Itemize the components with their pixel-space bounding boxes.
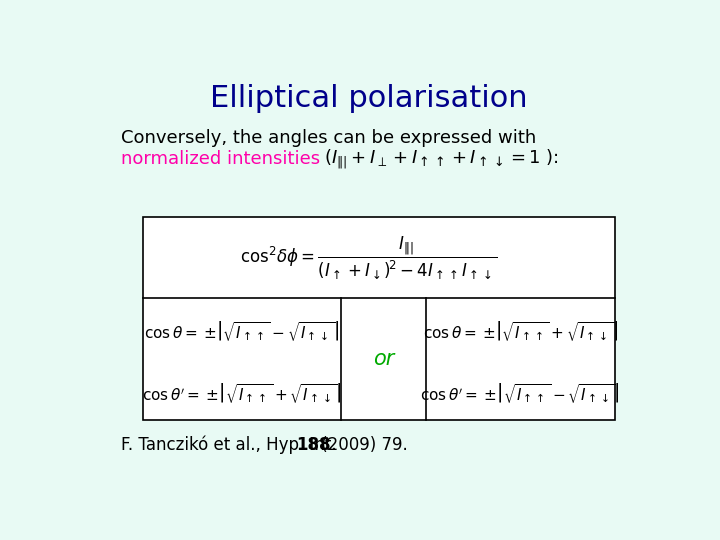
Text: Conversely, the angles can be expressed with: Conversely, the angles can be expressed … [121, 129, 536, 147]
Text: $\cos\theta = \pm\!\left|\sqrt{I_{\uparrow\uparrow}} - \sqrt{I_{\uparrow\downarr: $\cos\theta = \pm\!\left|\sqrt{I_{\uparr… [145, 319, 340, 343]
Text: F. Tanczikó et al., Hyp. Int.: F. Tanczikó et al., Hyp. Int. [121, 435, 341, 454]
Text: $(I_{\||}+I_{\perp}+I_{\uparrow\uparrow}+I_{\uparrow\downarrow} = 1$ ):: $(I_{\||}+I_{\perp}+I_{\uparrow\uparrow}… [324, 148, 559, 171]
Text: Elliptical polarisation: Elliptical polarisation [210, 84, 528, 112]
Text: (2009) 79.: (2009) 79. [315, 436, 408, 454]
Text: $\cos\theta' = \pm\!\left|\sqrt{I_{\uparrow\uparrow}} - \sqrt{I_{\uparrow\downar: $\cos\theta' = \pm\!\left|\sqrt{I_{\upar… [420, 381, 620, 406]
Text: $\cos^2\!\delta\phi = \dfrac{I_{\||}}{\left(I_{\uparrow}+I_{\downarrow}\right)^{: $\cos^2\!\delta\phi = \dfrac{I_{\||}}{\l… [240, 234, 498, 280]
Text: or: or [373, 349, 394, 369]
Bar [143, 217, 615, 420]
Text: 188: 188 [297, 436, 331, 454]
Text: normalized intensities: normalized intensities [121, 150, 320, 168]
Text: $\cos\theta = \pm\!\left|\sqrt{I_{\uparrow\uparrow}} + \sqrt{I_{\uparrow\downarr: $\cos\theta = \pm\!\left|\sqrt{I_{\uparr… [423, 319, 618, 343]
Text: $\cos\theta' = \pm\!\left|\sqrt{I_{\uparrow\uparrow}} + \sqrt{I_{\uparrow\downar: $\cos\theta' = \pm\!\left|\sqrt{I_{\upar… [142, 381, 342, 406]
